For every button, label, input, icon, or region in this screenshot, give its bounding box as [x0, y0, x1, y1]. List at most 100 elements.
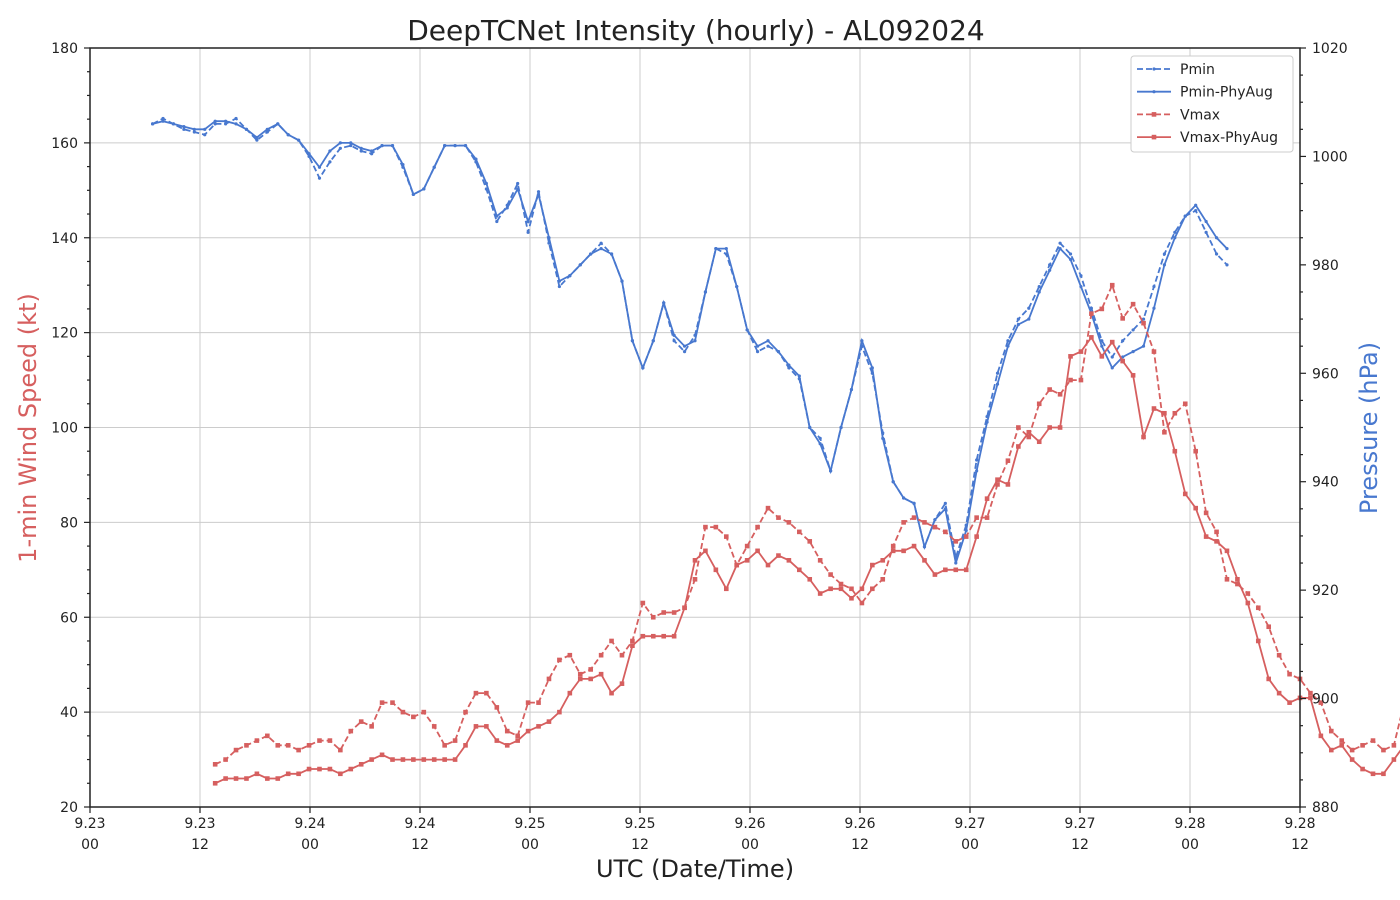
data-point: [838, 581, 844, 587]
data-point: [484, 690, 489, 696]
data-point: [619, 652, 625, 658]
data-point: [1360, 743, 1365, 748]
data-point: [1391, 757, 1397, 762]
data-point: [1225, 263, 1229, 267]
data-point: [766, 339, 770, 343]
data-point: [932, 572, 938, 577]
data-point: [807, 539, 813, 544]
data-point: [662, 301, 666, 305]
data-point: [650, 614, 656, 620]
data-point: [317, 766, 322, 772]
data-point: [348, 766, 354, 772]
data-point: [1016, 317, 1020, 321]
data-point: [1172, 410, 1178, 416]
data-point: [817, 558, 823, 563]
series-pmin: [150, 116, 1229, 560]
series-line-vmax: [214, 282, 1400, 766]
data-point: [577, 671, 583, 677]
data-point: [1173, 230, 1177, 234]
chart-title: DeepTCNet Intensity (hourly) - AL092024: [407, 14, 985, 47]
data-point: [765, 505, 771, 511]
data-point: [285, 743, 291, 748]
data-point: [557, 279, 561, 283]
data-point: [370, 149, 374, 153]
data-point: [1027, 317, 1031, 321]
data-point: [598, 652, 604, 658]
data-point: [1068, 354, 1073, 359]
data-point: [661, 633, 667, 639]
data-point: [922, 558, 927, 563]
data-point: [911, 543, 917, 549]
data-point: [525, 700, 531, 705]
data-point: [859, 600, 865, 606]
data-point: [349, 143, 353, 148]
data-point: [1141, 320, 1146, 326]
data-point: [338, 747, 343, 753]
data-point: [1058, 246, 1062, 251]
data-point: [1308, 690, 1313, 696]
data-point: [703, 524, 708, 530]
data-point: [390, 143, 395, 148]
x-tick-label-date: 9.24: [294, 816, 325, 832]
data-point: [692, 558, 698, 563]
data-point: [1048, 263, 1052, 267]
data-point: [557, 284, 561, 289]
x-tick-label-hour: 12: [191, 837, 209, 853]
data-point: [1328, 728, 1334, 734]
data-point: [776, 350, 781, 354]
data-point: [817, 591, 823, 596]
data-point: [1078, 349, 1084, 354]
data-point: [849, 586, 854, 592]
y-left-tick-label: 140: [51, 231, 78, 247]
data-point: [495, 219, 499, 224]
data-point: [463, 709, 468, 715]
data-point: [546, 719, 552, 724]
data-point: [1048, 268, 1052, 272]
data-point: [411, 714, 416, 720]
data-point: [1328, 747, 1334, 753]
data-point: [516, 187, 520, 191]
data-point: [504, 743, 510, 748]
data-point: [1058, 241, 1062, 245]
data-point: [265, 733, 270, 739]
data-point: [620, 279, 624, 283]
data-point: [192, 127, 196, 131]
data-point: [1203, 534, 1209, 539]
data-point: [984, 496, 990, 501]
legend-label: Vmax: [1180, 107, 1220, 123]
data-point: [599, 246, 603, 251]
data-point: [1182, 491, 1188, 497]
data-point: [1266, 624, 1272, 630]
data-point: [1162, 429, 1167, 435]
data-point: [1047, 425, 1052, 430]
data-point: [1214, 252, 1219, 256]
data-point: [943, 507, 947, 511]
data-point: [223, 776, 228, 781]
data-point: [1225, 246, 1229, 251]
data-point: [630, 339, 635, 343]
data-point: [1349, 747, 1355, 753]
data-point: [640, 633, 646, 639]
data-point: [203, 133, 207, 137]
data-point: [984, 515, 990, 520]
data-point: [829, 469, 833, 473]
data-point: [943, 501, 947, 505]
legend-box: [1130, 55, 1294, 153]
legend-marker: [1152, 67, 1156, 71]
x-tick-label-date: 9.23: [74, 816, 105, 832]
data-point: [860, 339, 864, 343]
data-point: [1204, 219, 1208, 224]
data-point: [640, 600, 646, 606]
data-point: [1339, 743, 1345, 748]
data-point: [1037, 290, 1041, 294]
data-point: [1339, 738, 1345, 743]
data-point: [912, 501, 916, 505]
data-point: [358, 762, 364, 767]
data-point: [473, 724, 479, 729]
data-point: [505, 206, 509, 210]
y-right-tick-label: 900: [1312, 692, 1339, 708]
legend-label: Pmin-PhyAug: [1180, 85, 1273, 101]
y-left-tick-label: 180: [51, 41, 78, 57]
data-point: [1381, 747, 1386, 753]
data-point: [379, 752, 385, 758]
